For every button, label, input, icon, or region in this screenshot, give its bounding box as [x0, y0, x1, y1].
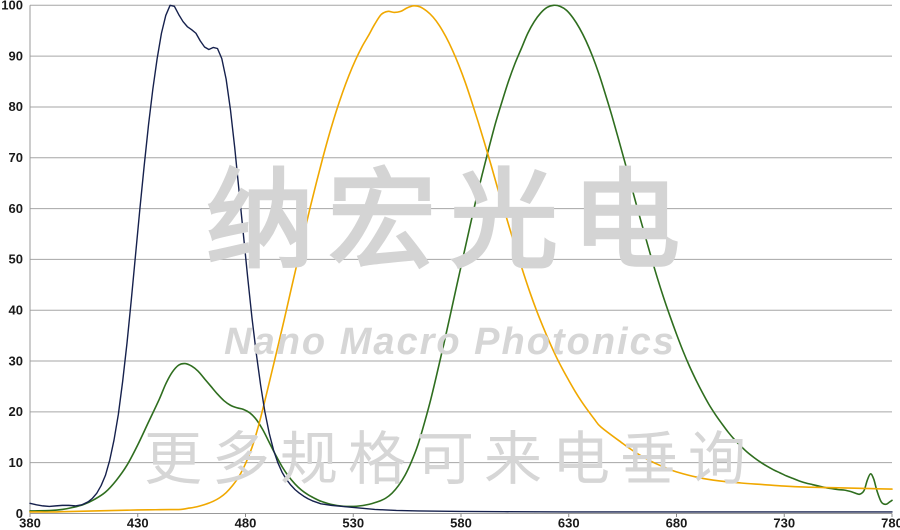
svg-text:580: 580	[450, 516, 472, 530]
svg-text:630: 630	[558, 516, 580, 530]
svg-text:60: 60	[9, 201, 23, 216]
svg-text:40: 40	[9, 303, 23, 318]
svg-text:480: 480	[235, 516, 257, 530]
svg-text:70: 70	[9, 150, 23, 165]
svg-text:730: 730	[773, 516, 795, 530]
svg-text:80: 80	[9, 99, 23, 114]
svg-text:680: 680	[666, 516, 688, 530]
svg-text:530: 530	[342, 516, 364, 530]
svg-text:430: 430	[127, 516, 149, 530]
svg-text:20: 20	[9, 404, 23, 419]
svg-text:100: 100	[1, 0, 23, 13]
svg-text:780: 780	[881, 516, 900, 530]
svg-text:30: 30	[9, 353, 23, 368]
svg-text:10: 10	[9, 455, 23, 470]
svg-text:50: 50	[9, 252, 23, 267]
svg-text:380: 380	[19, 516, 41, 530]
svg-text:90: 90	[9, 48, 23, 63]
